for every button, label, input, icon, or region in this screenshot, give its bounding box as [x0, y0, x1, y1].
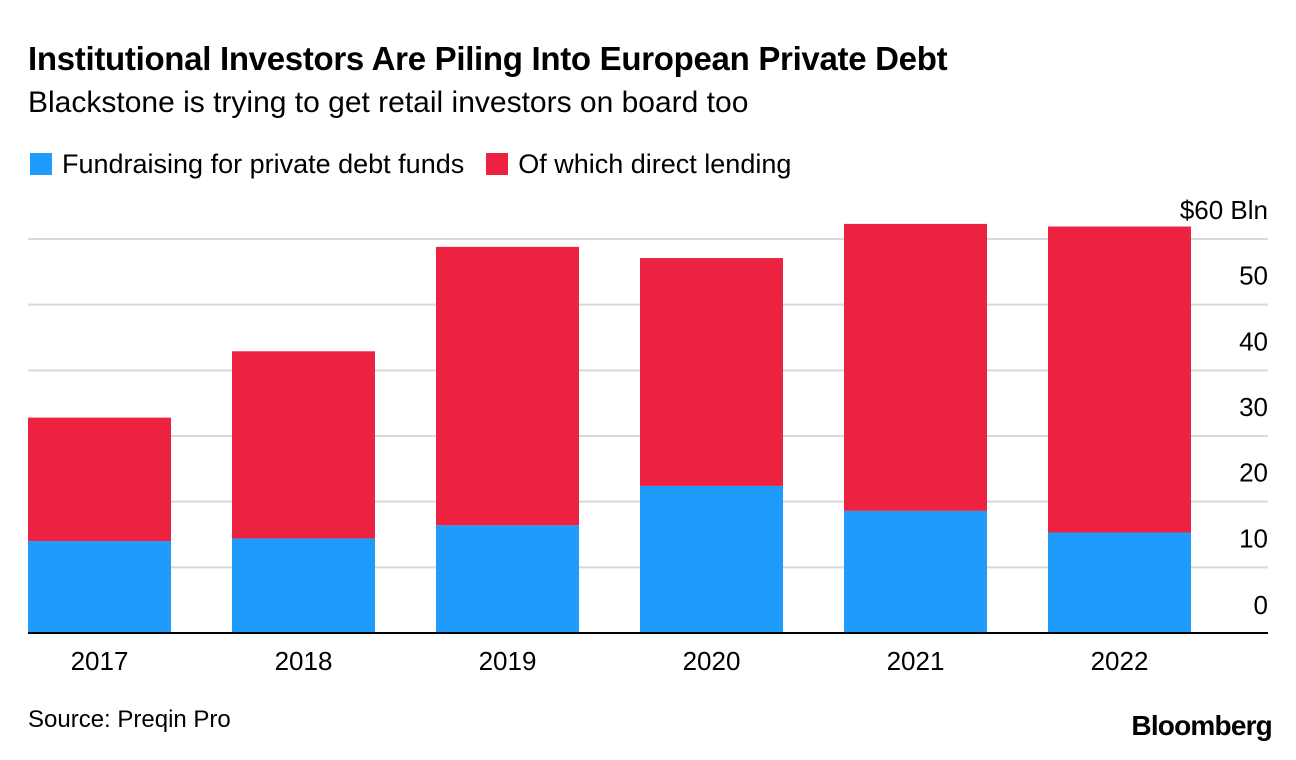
legend-swatch-fundraising [30, 153, 52, 175]
x-tick-label-2021: 2021 [887, 646, 945, 676]
y-tick-label-20: 20 [1239, 458, 1268, 488]
bar-direct-lending-2021 [844, 223, 987, 511]
bar-fundraising-2017 [28, 541, 171, 633]
x-tick-label-2020: 2020 [683, 646, 741, 676]
chart-subtitle: Blackstone is trying to get retail inves… [28, 86, 749, 119]
y-tick-label-50: 50 [1239, 261, 1268, 291]
x-tick-label-2018: 2018 [275, 646, 333, 676]
bar-direct-lending-2018 [232, 351, 375, 539]
y-tick-label-30: 30 [1239, 392, 1268, 422]
legend-label-direct-lending: Of which direct lending [518, 148, 792, 179]
legend-label-fundraising: Fundraising for private debt funds [62, 148, 465, 179]
bar-direct-lending-2020 [640, 258, 783, 486]
bar-fundraising-2021 [844, 510, 987, 633]
x-tick-label-2022: 2022 [1091, 646, 1149, 676]
y-tick-label-0: 0 [1254, 590, 1268, 620]
bar-fundraising-2022 [1048, 532, 1191, 633]
legend: Fundraising for private debt funds Of wh… [30, 148, 813, 180]
bar-fundraising-2020 [640, 485, 783, 633]
chart-title: Institutional Investors Are Piling Into … [28, 40, 948, 77]
source-note: Source: Preqin Pro [28, 706, 231, 733]
bar-direct-lending-2019 [436, 246, 579, 526]
legend-item-direct-lending: Of which direct lending [486, 149, 791, 180]
bar-fundraising-2018 [232, 538, 375, 633]
y-tick-label-10: 10 [1239, 523, 1268, 553]
legend-swatch-direct-lending [486, 153, 509, 175]
y-tick-label-40: 40 [1239, 326, 1268, 356]
x-tick-label-2019: 2019 [479, 646, 537, 676]
legend-item-fundraising: Fundraising for private debt funds [30, 149, 464, 180]
stacked-bar-chart: 2017 2018 2019 2020 2021 2022 0 10 20 30 40 50 $60 B… [28, 195, 1268, 676]
bloomberg-logo: Bloomberg [1131, 710, 1272, 741]
bar-fundraising-2019 [436, 525, 579, 633]
bar-direct-lending-2017 [28, 417, 171, 542]
bar-direct-lending-2022 [1048, 226, 1191, 533]
y-tick-label-60: $60 Bln [1180, 195, 1268, 225]
x-tick-label-2017: 2017 [71, 646, 129, 676]
